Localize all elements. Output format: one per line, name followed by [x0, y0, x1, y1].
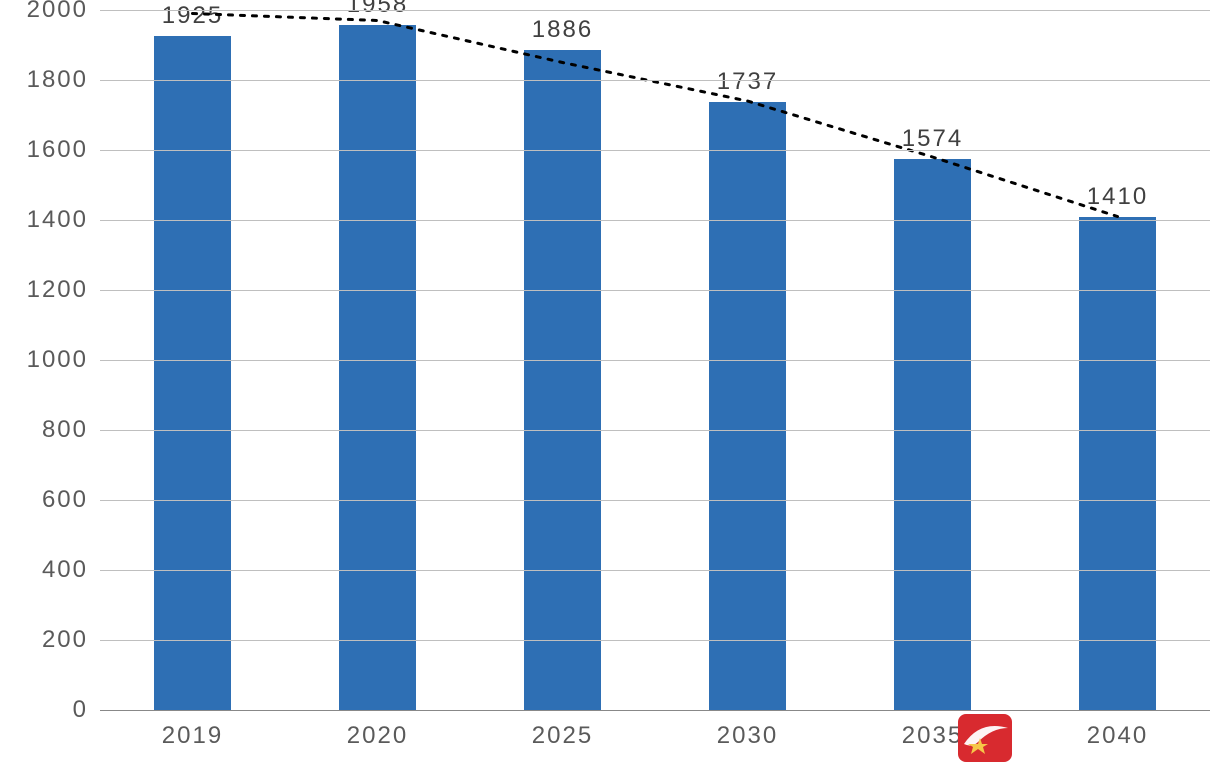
- gridline: [100, 500, 1210, 501]
- watermark-badge: [958, 714, 1012, 762]
- x-tick-label: 2025: [532, 710, 593, 750]
- y-tick-label: 1800: [27, 66, 100, 94]
- plot-area: 1925201919582020188620251737203015742035…: [100, 10, 1210, 710]
- gridline: [100, 290, 1210, 291]
- bar-value-label: 1410: [1087, 183, 1148, 211]
- x-axis: [100, 710, 1210, 711]
- y-tick-label: 1000: [27, 346, 100, 374]
- x-tick-label: 2035: [902, 710, 963, 750]
- y-tick-label: 1200: [27, 276, 100, 304]
- bar: [894, 159, 972, 710]
- bar-value-label: 1574: [902, 125, 963, 153]
- bar-chart: 1925201919582020188620251737203015742035…: [0, 0, 1228, 774]
- bar: [154, 36, 232, 710]
- gridline: [100, 10, 1210, 11]
- y-tick-label: 0: [73, 696, 100, 724]
- bar-value-label: 1886: [532, 16, 593, 44]
- gridline: [100, 80, 1210, 81]
- y-tick-label: 800: [42, 416, 100, 444]
- gridline: [100, 640, 1210, 641]
- y-tick-label: 1400: [27, 206, 100, 234]
- x-tick-label: 2020: [347, 710, 408, 750]
- gridline: [100, 570, 1210, 571]
- x-tick-label: 2040: [1087, 710, 1148, 750]
- gridline: [100, 430, 1210, 431]
- bar: [339, 25, 417, 710]
- x-tick-label: 2030: [717, 710, 778, 750]
- gridline: [100, 360, 1210, 361]
- y-tick-label: 200: [42, 626, 100, 654]
- x-tick-label: 2019: [162, 710, 223, 750]
- bar-value-label: 1737: [717, 68, 778, 96]
- bar-value-label: 1925: [162, 2, 223, 30]
- gridline: [100, 150, 1210, 151]
- y-tick-label: 2000: [27, 0, 100, 24]
- gridline: [100, 220, 1210, 221]
- bar: [524, 50, 602, 710]
- y-tick-label: 400: [42, 556, 100, 584]
- bar: [709, 102, 787, 710]
- y-tick-label: 600: [42, 486, 100, 514]
- y-tick-label: 1600: [27, 136, 100, 164]
